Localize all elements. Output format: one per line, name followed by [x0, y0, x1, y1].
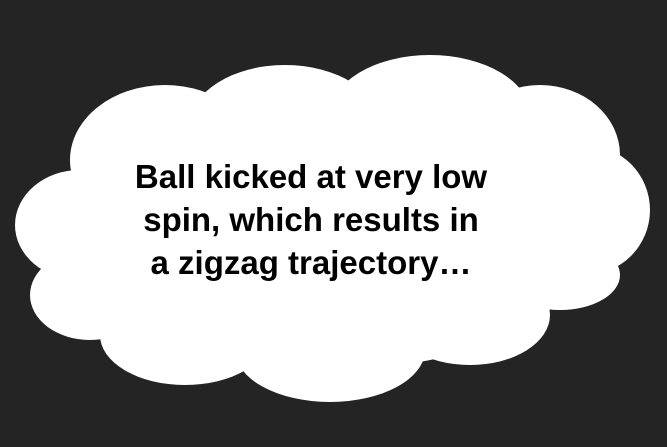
caption-line-2: spin, which results in	[143, 201, 479, 238]
caption-line-1: Ball kicked at very low	[134, 158, 488, 195]
caption-line-3: a zigzag trajectory…	[150, 244, 472, 281]
cloud-puffs	[15, 55, 650, 402]
cloud-caption: Ball kicked at very low spin, which resu…	[95, 155, 527, 284]
